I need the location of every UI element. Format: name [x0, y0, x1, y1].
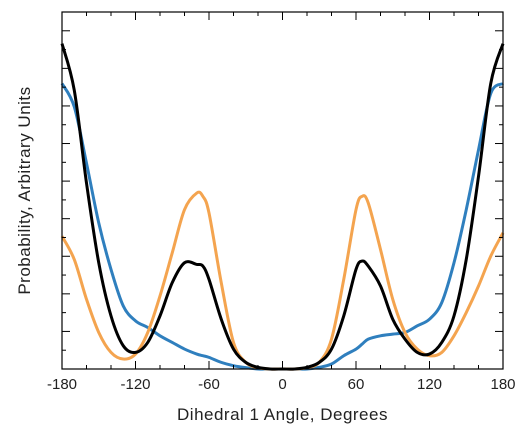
y-axis-title: Probability, Arbitrary Units	[15, 86, 34, 294]
x-tick-label: -180	[47, 376, 77, 393]
series-layer	[60, 43, 505, 371]
x-tick-label: 120	[417, 376, 442, 393]
x-tick-label: -120	[120, 376, 150, 393]
x-tick-label: -60	[198, 376, 220, 393]
x-tick-label: 0	[278, 376, 286, 393]
series-line-0	[60, 43, 505, 371]
series-line-2	[60, 190, 505, 371]
x-tick-label: 60	[348, 376, 365, 393]
x-tick-label: 180	[490, 376, 515, 393]
series-line-1	[60, 82, 504, 371]
x-axis-title: Dihedral 1 Angle, Degrees	[177, 405, 388, 424]
ticks-layer: -180 -120 -60 0 60 120 180	[47, 12, 516, 393]
